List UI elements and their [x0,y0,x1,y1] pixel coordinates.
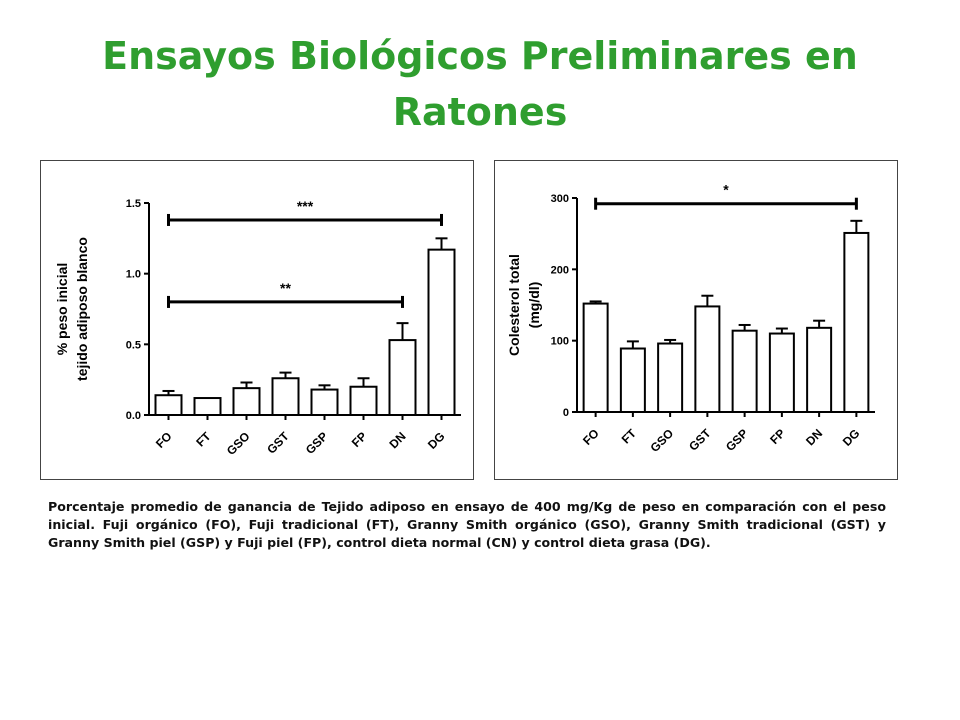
chart2-bar-dn [806,326,833,413]
chart2-bar-dg [843,231,870,413]
chart2-bar-fp [768,332,795,414]
chart2-y-axis-title-line2: (mg/dl) [526,282,542,329]
chart2-x-tick-label: FT [619,426,640,447]
chart2-x-tick-label: FO [580,426,602,448]
chart1-significance-label: ** [280,280,291,296]
slide-title: Ensayos Biológicos Preliminares en Raton… [102,34,858,134]
chart1-bar-fo [154,394,183,416]
chart1-significance-label: *** [297,198,314,214]
chart2-x-tick-label: GST [686,426,714,454]
chart2-x-tick-label: DG [840,426,863,449]
chart1-x-tick-label: FT [193,429,214,450]
cholesterol-chart-panel: 0 100 200 300 Colesterol total (mg/dl) FO FT GSO… [494,160,898,480]
chart2-x-tick-label: FP [767,426,788,447]
chart1-bar-gsp [310,388,339,416]
chart2-x-tick-label: DN [803,426,825,448]
chart2-y-tick-label: 100 [551,336,569,348]
adipose-tissue-chart: 0.0 0.5 1.0 1.5 % peso inicial tejido adiposo… [54,198,461,458]
chart2-bar-ft [619,347,646,414]
chart2-bar-fo [582,302,609,413]
chart1-bar-gso [232,387,261,416]
chart1-x-tick-label: GSO [224,429,253,458]
chart2-x-tick-label: GSO [647,426,676,455]
chart1-x-tick-label: FP [349,429,370,450]
chart1-y-axis-title: % peso inicial [54,263,70,356]
adipose-tissue-chart-panel: 0.0 0.5 1.0 1.5 % peso inicial tejido adiposo… [40,160,474,480]
chart1-bar-dn [388,339,417,417]
chart1-y-tick-label: 1.0 [126,269,141,281]
cholesterol-chart: 0 100 200 300 Colesterol total (mg/dl) FO FT GSO… [506,182,875,455]
chart1-y-axis-title-line2: tejido adiposo blanco [74,237,90,381]
figure-caption: Porcentaje promedio de ganancia de Tejid… [48,499,886,550]
chart1-bar-gst [271,377,300,416]
chart1-x-tick-label: DN [386,429,408,451]
chart2-y-tick-label: 0 [563,407,569,419]
chart1-y-tick-label: 0.0 [126,410,141,422]
chart1-x-tick-label: GST [264,429,292,457]
chart2-y-tick-label: 200 [551,264,569,276]
chart2-bar-gst [694,305,721,413]
chart2-significance-label: * [723,182,729,198]
chart1-bar-ft [193,397,222,416]
chart1-x-tick-label: GSP [303,429,331,457]
chart1-x-tick-label: FO [153,429,175,451]
chart1-bar-dg [427,248,456,416]
chart2-x-tick-label: GSP [723,426,751,454]
chart1-bar-fp [349,385,378,417]
chart1-y-tick-label: 0.5 [126,339,141,351]
chart2-y-tick-label: 300 [551,193,569,205]
chart2-bar-gso [657,342,684,414]
chart1-y-tick-label: 1.5 [126,198,141,210]
chart1-x-tick-label: DG [425,429,448,452]
chart2-y-axis-title: Colesterol total [506,254,522,356]
chart2-bar-gsp [731,329,758,413]
